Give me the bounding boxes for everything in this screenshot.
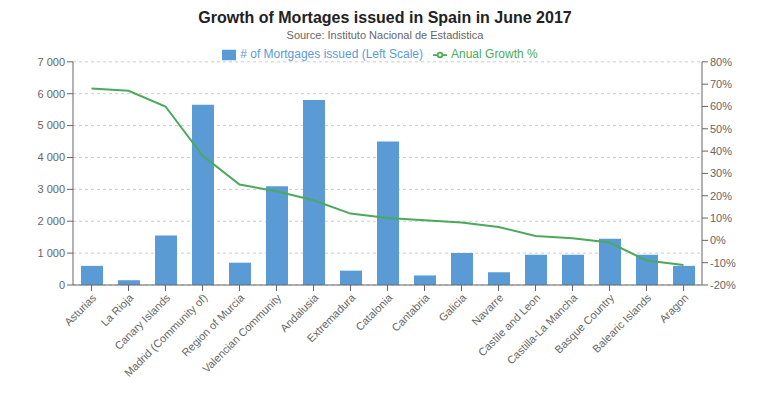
svg-text:Aragon: Aragon <box>657 291 691 325</box>
svg-text:-20%: -20% <box>710 279 736 291</box>
svg-text:4 000: 4 000 <box>37 151 65 163</box>
svg-text:Balearic Islands: Balearic Islands <box>590 291 654 355</box>
svg-text:30%: 30% <box>710 167 732 179</box>
svg-text:40%: 40% <box>710 145 732 157</box>
svg-text:20%: 20% <box>710 190 732 202</box>
html-text:Anual Growth %: Anual Growth % <box>451 47 538 61</box>
svg-text:Canary Islands: Canary Islands <box>112 291 173 352</box>
svg-text:2 000: 2 000 <box>37 215 65 227</box>
svg-text:0: 0 <box>59 279 65 291</box>
html-text:Source: Instituto Nacional de: Source: Instituto Nacional de Estadistic… <box>286 29 484 41</box>
svg-text:Madrid (Community of): Madrid (Community of) <box>121 291 210 379</box>
svg-text:Asturias: Asturias <box>62 291 99 328</box>
svg-text:Castilla-La Mancha: Castilla-La Mancha <box>504 291 580 367</box>
svg-text:Basque Country: Basque Country <box>552 291 617 356</box>
svg-text:Galicia: Galicia <box>436 291 469 324</box>
svg-text:60%: 60% <box>710 100 732 112</box>
html-text:Growth of Mortages issued in S: Growth of Mortages issued in Spain in Ju… <box>198 9 572 26</box>
svg-text:Navarre: Navarre <box>469 291 505 327</box>
svg-text:80%: 80% <box>710 56 732 68</box>
svg-text:Andalusia: Andalusia <box>277 291 321 335</box>
svg-text:-10%: -10% <box>710 257 736 269</box>
svg-text:Catalonia: Catalonia <box>353 291 395 333</box>
svg-text:Valencian Community: Valencian Community <box>200 291 284 375</box>
html-text:# of Mortgages issued (Left Sc: # of Mortgages issued (Left Scale) <box>240 47 423 61</box>
svg-text:Extremadura: Extremadura <box>304 291 358 345</box>
svg-text:6 000: 6 000 <box>37 88 65 100</box>
svg-text:3 000: 3 000 <box>37 183 65 195</box>
svg-text:10%: 10% <box>710 212 732 224</box>
svg-text:5 000: 5 000 <box>37 119 65 131</box>
svg-text:Castile and Leon: Castile and Leon <box>476 291 543 358</box>
svg-text:50%: 50% <box>710 123 732 135</box>
svg-text:0%: 0% <box>710 234 726 246</box>
svg-text:7 000: 7 000 <box>37 56 65 68</box>
svg-text:Region of Murcia: Region of Murcia <box>179 291 247 359</box>
svg-text:70%: 70% <box>710 78 732 90</box>
svg-text:1 000: 1 000 <box>37 247 65 259</box>
svg-text:La Rioja: La Rioja <box>98 291 136 329</box>
svg-text:Cantabria: Cantabria <box>389 291 432 334</box>
